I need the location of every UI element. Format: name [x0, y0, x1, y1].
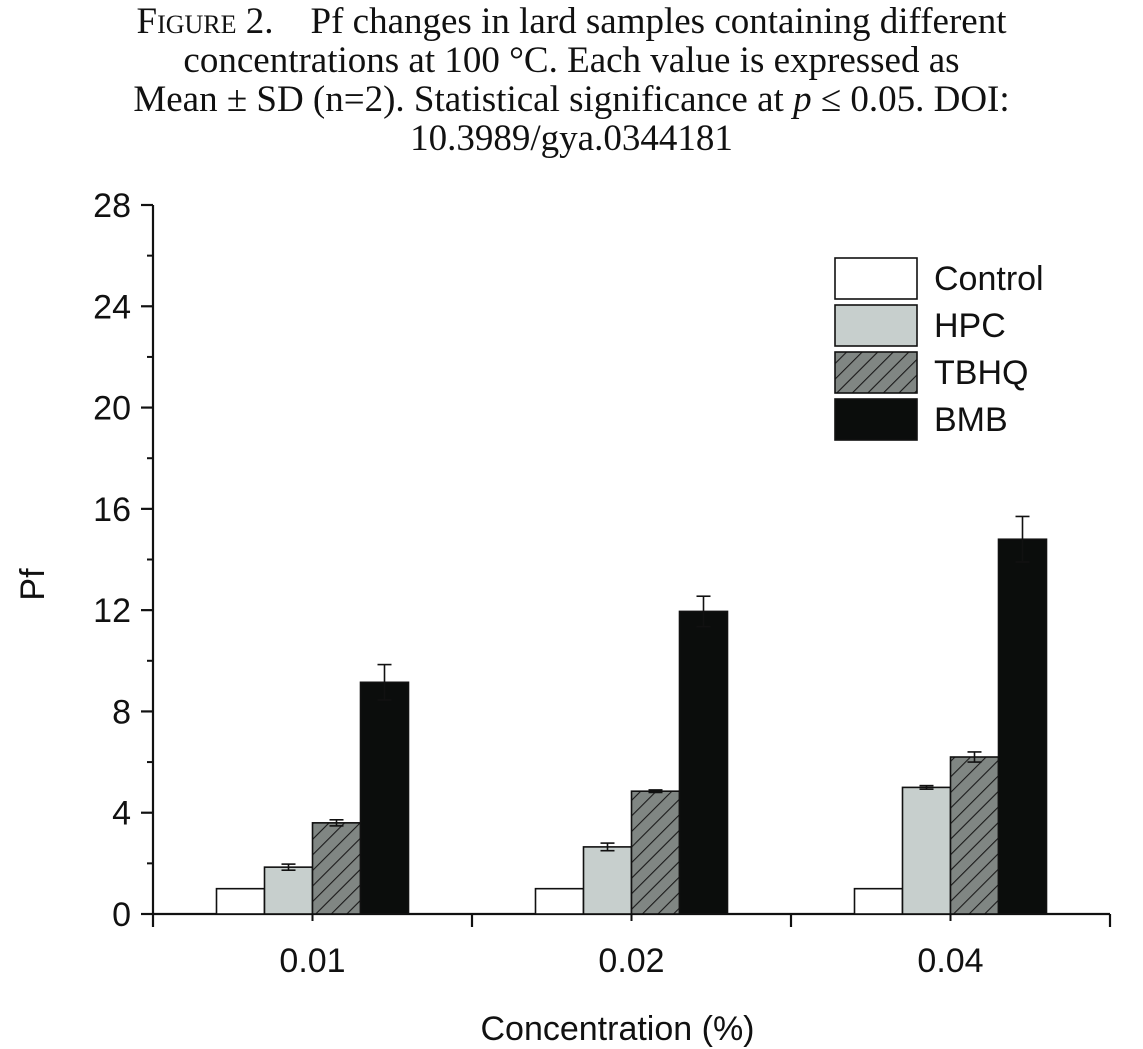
figure-number: Figure 2.	[136, 1, 274, 42]
legend-swatch-hpc	[834, 304, 918, 347]
caption-line-2: concentrations at 100 °C. Each value is …	[183, 40, 960, 81]
bar-bmb-0.02	[678, 610, 729, 915]
y-tick-label: 28	[93, 187, 131, 225]
figure-caption: Figure 2. Pf changes in lard samples con…	[0, 2, 1143, 158]
x-tick-label: 0.04	[917, 942, 983, 980]
caption-text-1: Pf changes in lard samples containing di…	[310, 1, 1007, 42]
bar-tbhq-0.02	[630, 790, 681, 915]
x-tick-label: 0.01	[279, 942, 345, 980]
x-axis-title: Concentration (%)	[480, 1010, 754, 1048]
bar-hpc-0.02	[582, 846, 633, 915]
caption-line-1: Figure 2. Pf changes in lard samples con…	[0, 2, 1143, 41]
y-tick-label: 8	[112, 693, 131, 731]
bar-bmb-0.04	[997, 538, 1048, 915]
y-axis-title: Pf	[14, 568, 52, 601]
bar-tbhq-0.04	[949, 756, 1000, 915]
y-tick-label: 24	[93, 288, 131, 326]
x-tick-label: 0.02	[598, 942, 664, 980]
bar-hpc-0.04	[901, 786, 952, 915]
y-tick-label: 0	[112, 896, 131, 934]
bar-hpc-0.01	[263, 866, 314, 915]
legend-label-bmb: BMB	[934, 401, 1008, 439]
bar-control-0.01	[215, 887, 266, 915]
bar-control-0.04	[853, 887, 904, 915]
y-tick-label: 20	[93, 390, 131, 428]
legend-swatch-tbhq	[834, 351, 918, 394]
caption-p-symbol: p	[793, 79, 812, 120]
caption-line-4: 10.3989/gya.0344181	[410, 118, 733, 159]
caption-text-3a: Mean ± SD (n=2). Statistical significanc…	[133, 79, 794, 120]
error-bars	[281, 515, 1030, 871]
legend-label-hpc: HPC	[934, 307, 1006, 345]
legend: Control HPC TBHQ BMB	[834, 257, 1044, 441]
caption-line-3: Mean ± SD (n=2). Statistical significanc…	[0, 80, 1143, 119]
y-tick-label: 4	[112, 795, 131, 833]
bar-control-0.02	[534, 887, 585, 915]
legend-label-tbhq: TBHQ	[934, 354, 1028, 392]
legend-label-control: Control	[934, 260, 1044, 298]
bars	[215, 538, 1048, 915]
legend-swatch-bmb	[834, 398, 918, 441]
legend-swatch-control	[834, 257, 918, 300]
bar-bmb-0.01	[359, 681, 410, 915]
y-tick-label: 12	[93, 592, 131, 630]
caption-text-3b: ≤ 0.05. DOI:	[811, 79, 1010, 120]
bar-tbhq-0.01	[311, 822, 362, 915]
y-tick-label: 16	[93, 491, 131, 529]
